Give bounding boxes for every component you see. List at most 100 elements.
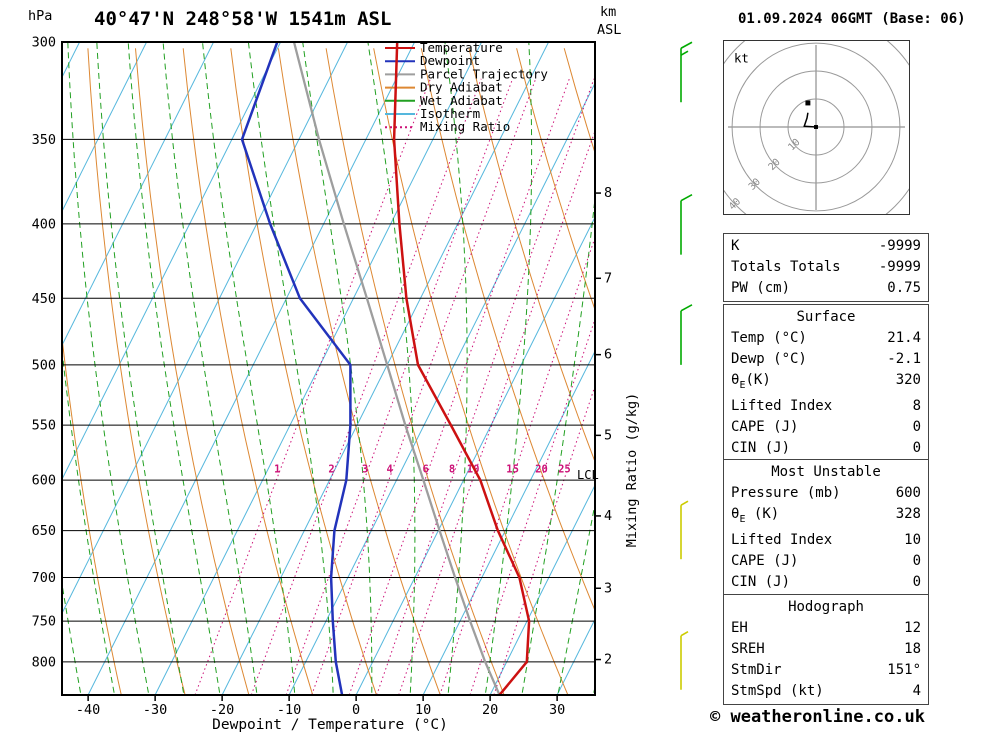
stat-row: Lifted Index 10 xyxy=(731,530,921,551)
stat-value: 0 xyxy=(912,573,921,590)
svg-text:350: 350 xyxy=(32,132,56,148)
svg-text:5: 5 xyxy=(604,427,612,443)
stat-value: 0 xyxy=(912,418,921,435)
svg-text:Wet Adiabat: Wet Adiabat xyxy=(420,93,503,108)
svg-text:2: 2 xyxy=(604,652,612,668)
svg-text:-10: -10 xyxy=(277,702,301,718)
axis-labels: hPa300350400450500550600650700750800-40-… xyxy=(28,4,640,733)
svg-text:km: km xyxy=(600,4,616,20)
stat-label: Lifted Index xyxy=(731,531,833,548)
stat-row: EH 12 xyxy=(731,618,921,639)
svg-text:3: 3 xyxy=(362,463,368,475)
stat-row: Pressure (mb) 600 xyxy=(731,483,921,504)
stat-value: 10 xyxy=(904,531,921,548)
svg-text:kt: kt xyxy=(734,52,749,66)
stat-row: StmDir 151° xyxy=(731,660,921,681)
svg-text:Mixing Ratio: Mixing Ratio xyxy=(420,119,510,134)
stat-label: K xyxy=(731,238,740,254)
svg-text:Dewpoint / Temperature (°C): Dewpoint / Temperature (°C) xyxy=(212,717,448,733)
stat-value: -9999 xyxy=(878,238,921,254)
svg-text:15: 15 xyxy=(506,463,519,475)
surface-panel: Surface Temp (°C) 21.4 Dewp (°C) -2.1 θE… xyxy=(723,304,929,462)
stat-label: CAPE (J) xyxy=(731,552,799,569)
svg-text:0: 0 xyxy=(352,702,360,718)
stat-row: CAPE (J) 0 xyxy=(731,417,921,438)
stat-label: Totals Totals xyxy=(731,259,841,275)
stat-value: 8 xyxy=(912,397,921,414)
stat-row: StmSpd (kt) 4 xyxy=(731,681,921,702)
plot-border xyxy=(61,41,596,696)
svg-text:8: 8 xyxy=(604,185,612,201)
panel-title: Most Unstable xyxy=(771,464,881,480)
hodograph-panel: Hodograph EH 12 SREH 18 StmDir 151° StmS… xyxy=(723,594,929,705)
stat-label: PW (cm) xyxy=(731,280,791,296)
stat-row: θE (K) 328 xyxy=(731,504,921,530)
svg-text:6: 6 xyxy=(604,347,612,363)
copyright-link[interactable]: © weatheronline.co.uk xyxy=(710,707,925,727)
stat-value: 151° xyxy=(887,662,921,678)
svg-text:-30: -30 xyxy=(143,702,167,718)
svg-text:20: 20 xyxy=(482,702,498,718)
stat-label: Pressure (mb) xyxy=(731,485,841,501)
page-title: 40°47'N 248°58'W 1541m ASL xyxy=(94,8,392,30)
svg-text:25: 25 xyxy=(558,463,571,475)
stat-label: EH xyxy=(731,620,748,636)
svg-text:400: 400 xyxy=(32,216,56,232)
svg-text:700: 700 xyxy=(32,570,56,586)
stat-row: SREH 18 xyxy=(731,639,921,660)
datetime-label: 01.09.2024 06GMT (Base: 06) xyxy=(738,11,966,27)
svg-text:hPa: hPa xyxy=(28,8,52,24)
svg-text:2: 2 xyxy=(328,463,334,475)
sounding-profiles xyxy=(240,43,531,694)
stat-label: Lifted Index xyxy=(731,397,833,414)
svg-text:4: 4 xyxy=(604,508,612,524)
stat-row: Temp (°C) 21.4 xyxy=(731,328,921,349)
svg-text:Parcel Trajectory: Parcel Trajectory xyxy=(420,66,548,81)
svg-text:-20: -20 xyxy=(210,702,234,718)
svg-text:LCL: LCL xyxy=(577,468,599,482)
stat-value: 21.4 xyxy=(887,330,921,346)
svg-text:10: 10 xyxy=(415,702,431,718)
stat-value: 0.75 xyxy=(887,280,921,296)
stat-value: 4 xyxy=(912,683,921,699)
stat-value: 18 xyxy=(904,641,921,657)
svg-text:Dewpoint: Dewpoint xyxy=(420,53,480,68)
stat-row: Dewp (°C) -2.1 xyxy=(731,349,921,370)
svg-text:650: 650 xyxy=(32,523,56,539)
stat-row: CIN (J) 0 xyxy=(731,572,921,593)
pressure-gridlines xyxy=(62,41,595,663)
svg-text:ASL: ASL xyxy=(597,22,621,38)
svg-text:4: 4 xyxy=(386,463,392,475)
svg-text:Mixing Ratio (g/kg): Mixing Ratio (g/kg) xyxy=(624,393,640,547)
stat-row: Totals Totals -9999 xyxy=(731,257,921,278)
stat-label: θE(K) xyxy=(731,372,771,391)
svg-text:1: 1 xyxy=(274,463,280,475)
svg-text:3: 3 xyxy=(604,580,612,596)
stat-label: StmDir xyxy=(731,662,782,678)
panel-title: Surface xyxy=(796,309,856,325)
svg-text:550: 550 xyxy=(32,418,56,434)
stat-row: CAPE (J) 0 xyxy=(731,551,921,572)
svg-text:450: 450 xyxy=(32,291,56,307)
svg-text:600: 600 xyxy=(32,473,56,489)
stat-value: 0 xyxy=(912,552,921,569)
stat-label: θE (K) xyxy=(731,506,780,525)
most-unstable-panel: Most Unstable Pressure (mb) 600 θE (K) 3… xyxy=(723,459,929,596)
stat-row: CIN (J) 0 xyxy=(731,438,921,459)
svg-text:Isotherm: Isotherm xyxy=(420,106,480,121)
svg-text:6: 6 xyxy=(422,463,428,475)
svg-text:Dry Adiabat: Dry Adiabat xyxy=(420,80,503,95)
indices-panel: K -9999 Totals Totals -9999 PW (cm) 0.75 xyxy=(723,233,929,302)
stat-value: -2.1 xyxy=(887,351,921,367)
stat-label: CIN (J) xyxy=(731,573,791,590)
stat-label: CIN (J) xyxy=(731,439,791,456)
stat-label: Dewp (°C) xyxy=(731,351,807,367)
stat-row: Lifted Index 8 xyxy=(731,396,921,417)
stat-label: StmSpd (kt) xyxy=(731,683,824,699)
svg-text:20: 20 xyxy=(535,463,548,475)
svg-text:Temperature: Temperature xyxy=(420,40,503,55)
